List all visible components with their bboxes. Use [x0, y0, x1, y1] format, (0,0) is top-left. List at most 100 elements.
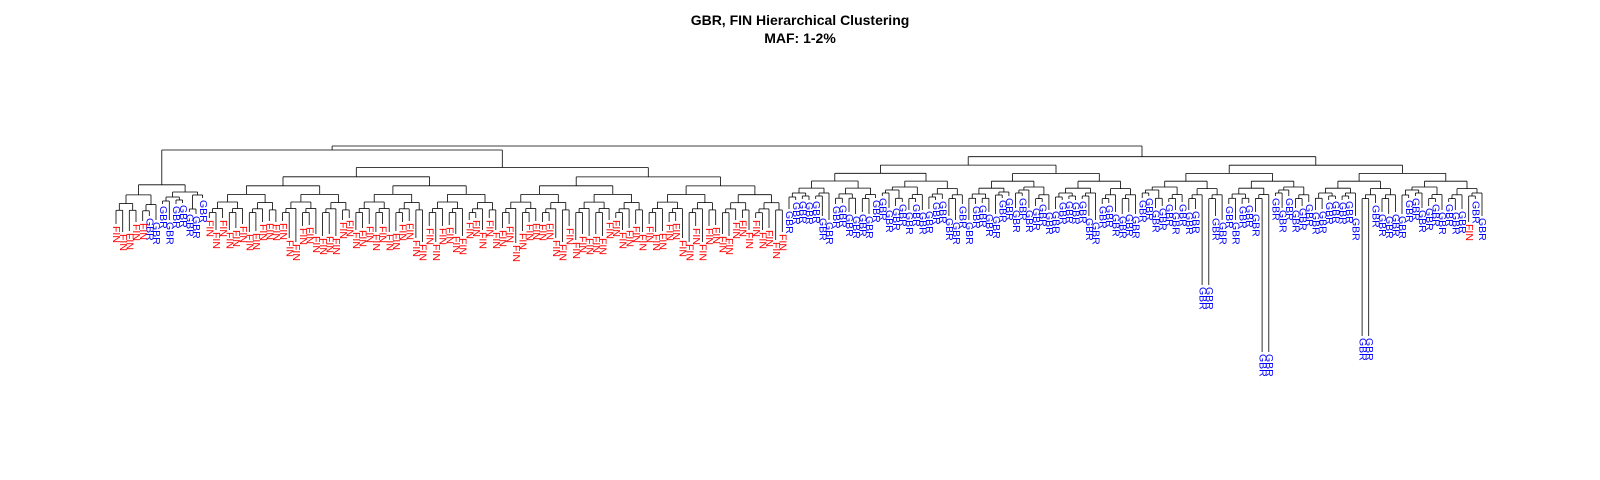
leaf-label: GBR: [1103, 205, 1115, 228]
leaf-label: GBR: [877, 198, 889, 221]
leaf-label: GBR: [1076, 201, 1088, 224]
leaf-label: GBR: [1110, 214, 1122, 237]
leaf-label: FIN: [350, 232, 362, 249]
leaf-label: GBR: [1443, 204, 1455, 227]
leaf-label: GBR: [1403, 200, 1415, 223]
leaf-label: GBR: [1323, 202, 1335, 225]
leaf-label: FIN: [770, 242, 782, 259]
leaf-label: FIN: [477, 232, 489, 249]
leaf-label: FIN: [637, 234, 649, 251]
leaf-label: GBR: [197, 200, 209, 223]
leaf-label: GBR: [184, 214, 196, 237]
leaf-label: GBR: [797, 201, 809, 224]
leaf-label: GBR: [1123, 214, 1135, 237]
leaf-label: FIN: [124, 233, 136, 250]
leaf-label: GBR: [823, 222, 835, 245]
leaf-label: GBR: [990, 216, 1002, 239]
leaf-label: GBR: [1070, 202, 1082, 225]
leaf-label: FIN: [410, 240, 422, 257]
leaf-label: GBR: [190, 216, 202, 239]
leaf-label: GBR: [1350, 218, 1362, 241]
leaf-label: FIN: [570, 242, 582, 259]
leaf-label: GBR: [950, 222, 962, 245]
leaf-label: GBR: [837, 205, 849, 228]
leaf-label: GBR: [996, 200, 1008, 223]
leaf-label: FIN: [383, 234, 395, 251]
leaf-label: GBR: [1210, 218, 1222, 241]
leaf-label: FIN: [690, 228, 702, 245]
leaf-label: GBR: [850, 216, 862, 239]
leaf-label: GBR: [930, 202, 942, 225]
leaf-label: FIN: [737, 220, 749, 237]
leaf-label: FIN: [230, 230, 242, 247]
leaf-label: FIN: [437, 228, 449, 245]
leaf-label: FIN: [237, 226, 249, 243]
leaf-label: FIN: [503, 226, 515, 243]
leaf-label: FIN: [757, 232, 769, 249]
leaf-label: FIN: [523, 224, 535, 241]
leaf-label: GBR: [890, 208, 902, 231]
leaf-label: GBR: [1283, 198, 1295, 221]
leaf-label: FIN: [710, 227, 722, 244]
leaf-label: FIN: [450, 236, 462, 253]
leaf-label: FIN: [217, 220, 229, 237]
leaf-label: GBR: [963, 222, 975, 245]
leaf-label: GBR: [830, 206, 842, 229]
leaf-label: GBR: [897, 204, 909, 227]
leaf-label: FIN: [557, 244, 569, 261]
leaf-label: FIN: [110, 226, 122, 243]
leaf-label: FIN: [597, 238, 609, 255]
leaf-label: FIN: [623, 230, 635, 247]
leaf-label: FIN: [663, 224, 675, 241]
leaf-label: FIN: [117, 234, 129, 251]
leaf-label: FIN: [303, 227, 315, 244]
leaf-label: FIN: [283, 240, 295, 257]
leaf-label: GBR: [1250, 214, 1262, 237]
leaf-label: GBR: [1176, 204, 1188, 227]
leaf-label: FIN: [277, 223, 289, 240]
leaf-label: GBR: [1130, 216, 1142, 239]
leaf-label: FIN: [683, 244, 695, 261]
leaf-label: FIN: [357, 230, 369, 247]
leaf-label: GBR: [1296, 208, 1308, 231]
leaf-label: FIN: [610, 220, 622, 237]
leaf-label: FIN: [323, 236, 335, 253]
leaf-label: GBR: [923, 211, 935, 234]
leaf-label: FIN: [264, 223, 276, 240]
leaf-label: FIN: [550, 240, 562, 257]
chart-title-line1: GBR, FIN Hierarchical Clustering: [690, 12, 910, 28]
leaf-label: GBR: [1223, 206, 1235, 229]
leaf-label: GBR: [1116, 216, 1128, 239]
leaf-label: FIN: [244, 234, 256, 251]
leaf-label: GBR: [1023, 210, 1035, 233]
leaf-label: GBR: [1010, 210, 1022, 233]
leaf-label: GBR: [810, 201, 822, 224]
leaf-label: GBR: [1170, 212, 1182, 235]
leaf-label: FIN: [630, 226, 642, 243]
leaf-label: GBR: [177, 205, 189, 228]
leaf-label: GBR: [910, 204, 922, 227]
leaf-label: FIN: [697, 244, 709, 261]
leaf-label: GBR: [817, 218, 829, 241]
leaf-label: GBR: [1003, 198, 1015, 221]
leaf-label: FIN: [583, 238, 595, 255]
leaf-label: GBR: [1470, 201, 1482, 224]
leaf-label: GBR: [150, 222, 162, 245]
leaf-label: FIN: [397, 224, 409, 241]
leaf-label: GBR: [1376, 214, 1388, 237]
leaf-label: GBR: [1030, 208, 1042, 231]
leaf-label: GBR: [1456, 211, 1468, 234]
leaf-label: GBR: [1056, 202, 1068, 225]
leaf-label: FIN: [430, 244, 442, 261]
leaf-label: FIN: [210, 232, 222, 249]
leaf-label: FIN: [377, 226, 389, 243]
leaf-label: GBR: [1016, 198, 1028, 221]
leaf-label: FIN: [577, 236, 589, 253]
leaf-label: GBR: [1090, 222, 1102, 245]
leaf-label: FIN: [510, 245, 522, 262]
leaf-label: FIN: [617, 232, 629, 249]
leaf-label: GBR: [1436, 212, 1448, 235]
leaf-label: GBR: [1236, 206, 1248, 229]
leaf-label: GBR: [1203, 287, 1215, 310]
